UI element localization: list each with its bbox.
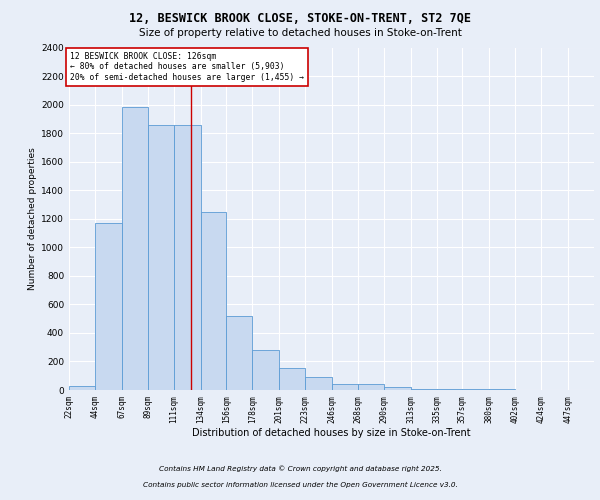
Bar — [384, 387, 411, 390]
Text: Contains HM Land Registry data © Crown copyright and database right 2025.: Contains HM Land Registry data © Crown c… — [158, 466, 442, 472]
Bar — [437, 389, 463, 390]
Text: Contains public sector information licensed under the Open Government Licence v3: Contains public sector information licen… — [143, 482, 457, 488]
Bar — [252, 350, 279, 390]
Bar — [358, 384, 384, 390]
Y-axis label: Number of detached properties: Number of detached properties — [28, 148, 37, 290]
Text: 12, BESWICK BROOK CLOSE, STOKE-ON-TRENT, ST2 7QE: 12, BESWICK BROOK CLOSE, STOKE-ON-TRENT,… — [129, 12, 471, 26]
Bar — [69, 386, 95, 390]
Bar — [173, 124, 200, 390]
Bar — [226, 316, 252, 390]
Bar — [122, 108, 148, 390]
Text: 12 BESWICK BROOK CLOSE: 126sqm
← 80% of detached houses are smaller (5,903)
20% : 12 BESWICK BROOK CLOSE: 126sqm ← 80% of … — [70, 52, 304, 82]
Bar — [200, 212, 226, 390]
Bar — [279, 368, 305, 390]
X-axis label: Distribution of detached houses by size in Stoke-on-Trent: Distribution of detached houses by size … — [192, 428, 471, 438]
Bar — [148, 124, 173, 390]
Bar — [411, 388, 437, 390]
Bar — [305, 377, 332, 390]
Bar — [95, 223, 122, 390]
Text: Size of property relative to detached houses in Stoke-on-Trent: Size of property relative to detached ho… — [139, 28, 461, 38]
Bar — [332, 384, 358, 390]
